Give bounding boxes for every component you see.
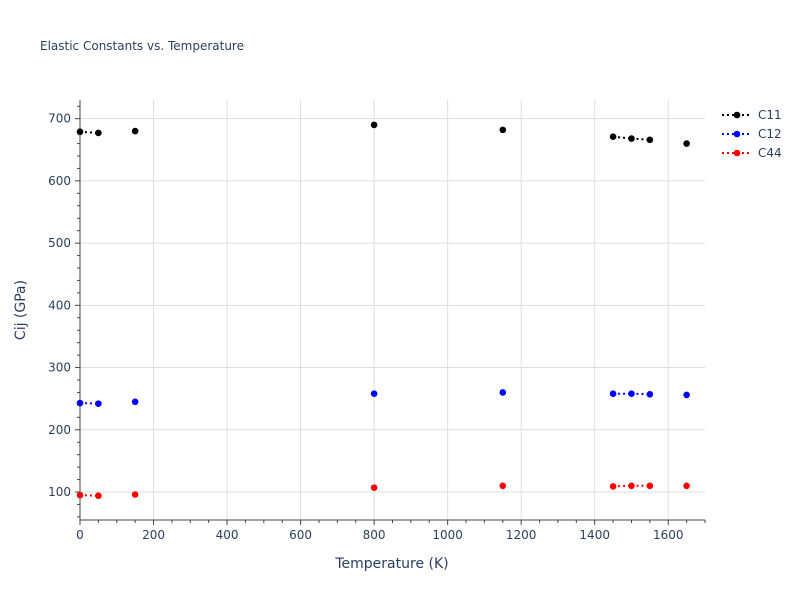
x-tick-label: 1600 xyxy=(653,528,684,542)
x-tick-label: 400 xyxy=(216,528,239,542)
data-point[interactable] xyxy=(370,484,378,491)
legend-item-c12[interactable]: C12 xyxy=(722,127,782,141)
chart-title: Elastic Constants vs. Temperature xyxy=(40,39,244,53)
legend-marker xyxy=(733,111,741,119)
legend-marker xyxy=(733,130,741,138)
data-point[interactable] xyxy=(499,482,507,490)
data-point[interactable] xyxy=(370,121,378,129)
data-point[interactable] xyxy=(76,491,84,499)
x-tick-label: 200 xyxy=(142,528,165,542)
data-point[interactable] xyxy=(683,391,690,399)
series-c11 xyxy=(76,121,690,147)
x-tick-label: 0 xyxy=(76,528,84,542)
x-tick-label: 800 xyxy=(363,528,386,542)
legend[interactable]: C11 C12 C44 xyxy=(722,108,782,160)
data-point[interactable] xyxy=(131,127,139,135)
y-tick-label: 400 xyxy=(48,298,71,312)
data-point[interactable] xyxy=(646,482,654,490)
data-point[interactable] xyxy=(76,128,84,136)
legend-item-c11[interactable]: C11 xyxy=(722,108,782,122)
data-point[interactable] xyxy=(499,389,507,396)
legend-marker xyxy=(733,149,741,157)
y-tick-label: 700 xyxy=(48,112,71,126)
data-point[interactable] xyxy=(646,391,654,398)
data-point[interactable] xyxy=(609,390,617,397)
data-point[interactable] xyxy=(95,492,102,500)
data-point[interactable] xyxy=(646,136,654,144)
axis-layer: 0 200 400 600 800 1000 1200 1400 1600 100 200 300 40… xyxy=(48,100,706,542)
y-axis-title: Cij (GPa) xyxy=(13,280,29,340)
data-point[interactable] xyxy=(628,390,635,397)
x-tick-label: 1400 xyxy=(579,528,610,542)
legend-label: C44 xyxy=(758,146,782,160)
x-axis-title: Temperature (K) xyxy=(334,556,448,572)
data-point[interactable] xyxy=(95,400,102,407)
series-layer xyxy=(76,121,690,500)
x-tick-label: 1200 xyxy=(506,528,537,542)
data-point[interactable] xyxy=(609,483,617,490)
series-c44 xyxy=(76,482,690,500)
legend-item-c44[interactable]: C44 xyxy=(722,146,782,160)
grid-layer xyxy=(80,100,705,520)
y-tick-label: 300 xyxy=(48,361,71,375)
data-point[interactable] xyxy=(95,129,102,137)
data-point[interactable] xyxy=(370,390,378,397)
y-tick-label: 500 xyxy=(48,236,71,250)
data-point[interactable] xyxy=(683,482,690,490)
data-point[interactable] xyxy=(499,126,507,134)
data-point[interactable] xyxy=(131,398,139,406)
legend-label: C12 xyxy=(758,127,782,141)
data-point[interactable] xyxy=(628,135,635,142)
y-tick-label: 100 xyxy=(48,485,71,499)
data-point[interactable] xyxy=(609,133,617,141)
x-tick-label: 600 xyxy=(289,528,312,542)
data-point[interactable] xyxy=(131,491,139,498)
y-tick-label: 200 xyxy=(48,423,71,437)
data-point[interactable] xyxy=(683,140,690,147)
x-tick-label: 1000 xyxy=(432,528,463,542)
data-point[interactable] xyxy=(76,399,84,407)
legend-label: C11 xyxy=(758,108,782,122)
y-tick-label: 600 xyxy=(48,174,71,188)
data-point[interactable] xyxy=(628,482,635,490)
series-c12 xyxy=(76,389,690,407)
